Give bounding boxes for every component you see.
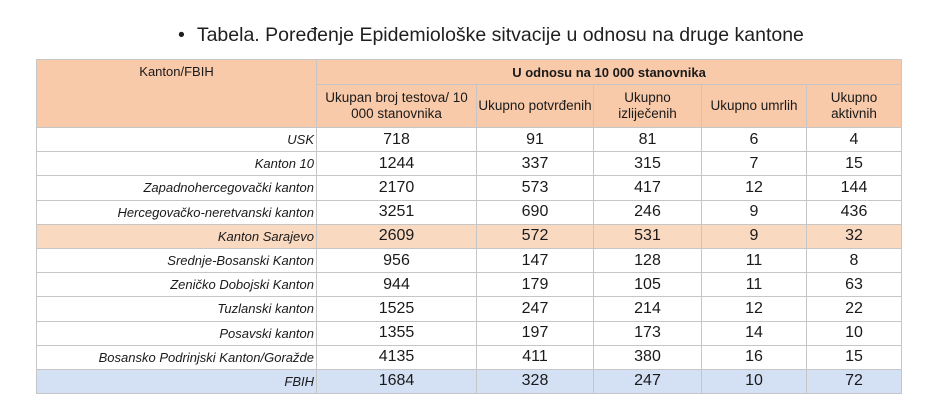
row-name: Posavski kanton	[36, 320, 317, 346]
row-name: Hercegovačko-neretvanski kanton	[36, 199, 317, 225]
row-name: Bosansko Podrinjski Kanton/Goražde	[36, 344, 317, 370]
cell-recovered: 214	[593, 296, 702, 322]
cell-tests: 2609	[316, 223, 477, 249]
cell-recovered: 315	[593, 151, 702, 177]
table-row: USK 718 91 81 6 4	[36, 126, 903, 153]
table-row: Posavski kanton 1355 197 173 14 10	[36, 320, 903, 346]
table-row-total: FBIH 1684 328 247 10 72	[36, 368, 903, 395]
cell-recovered: 417	[593, 175, 702, 201]
cell-tests: 1355	[316, 320, 477, 346]
cell-deaths: 7	[701, 151, 807, 177]
table-caption: • Tabela. Poređenje Epidemiološke sitvaci…	[178, 24, 804, 47]
table-row: Hercegovačko-neretvanski kanton 3251 690…	[36, 199, 903, 225]
cell-tests: 956	[316, 247, 477, 274]
table-row: Srednje-Bosanski Kanton 956 147 128 11 8	[36, 247, 903, 274]
cell-confirmed: 337	[476, 151, 594, 177]
caption-text: Tabela. Poređenje Epidemiološke sitvacij…	[196, 24, 804, 46]
column-header: Ukupno umrlih	[701, 84, 807, 128]
cell-active: 15	[805, 151, 903, 177]
cell-deaths: 14	[701, 320, 807, 346]
cell-recovered: 246	[593, 199, 702, 225]
bullet-mark: •	[178, 24, 185, 46]
cell-tests: 3251	[316, 199, 477, 225]
cell-active: 8	[805, 247, 903, 274]
table-row: Tuzlanski kanton 1525 247 214 12 22	[36, 296, 903, 322]
row-name: FBIH	[36, 368, 317, 395]
cell-tests: 2170	[316, 175, 477, 201]
cell-tests: 1525	[316, 296, 477, 322]
row-name: Kanton 10	[36, 151, 317, 177]
cell-confirmed: 411	[476, 344, 594, 370]
cell-recovered: 81	[593, 126, 702, 153]
cell-confirmed: 179	[476, 272, 594, 298]
cell-recovered: 531	[593, 223, 702, 249]
cell-active: 15	[805, 344, 903, 370]
row-name: Kanton Sarajevo	[36, 223, 317, 249]
row-name: Tuzlanski kanton	[36, 296, 317, 322]
corner-header: Kanton/FBIH	[36, 59, 317, 128]
column-header: Ukupno aktivnih	[805, 84, 903, 128]
cell-confirmed: 147	[476, 247, 594, 274]
row-name: Zeničko Dobojski Kanton	[36, 272, 317, 298]
row-name: Srednje-Bosanski Kanton	[36, 247, 317, 274]
cell-confirmed: 572	[476, 223, 594, 249]
cell-active: 72	[805, 368, 903, 395]
cell-deaths: 10	[701, 368, 807, 395]
table-row: Bosansko Podrinjski Kanton/Goražde 4135 …	[36, 344, 903, 370]
cell-deaths: 11	[701, 247, 807, 274]
cell-active: 22	[805, 296, 903, 322]
cell-active: 144	[805, 175, 903, 201]
column-header: Ukupno potvrđenih	[476, 84, 594, 128]
table-row: Kanton 10 1244 337 315 7 15	[36, 151, 903, 177]
cell-tests: 718	[316, 126, 477, 153]
group-header: U odnosu na 10 000 stanovnika	[315, 59, 903, 85]
cell-active: 4	[805, 126, 903, 153]
cell-deaths: 16	[701, 344, 807, 370]
column-header: Ukupan broj testova/ 10 000 stanovnika	[316, 84, 477, 128]
cell-confirmed: 328	[476, 368, 594, 395]
cell-recovered: 380	[593, 344, 702, 370]
comparison-table: Kanton/FBIH U odnosu na 10 000 stanovnik…	[36, 59, 903, 395]
cell-tests: 4135	[316, 344, 477, 370]
cell-tests: 1244	[316, 151, 477, 177]
cell-confirmed: 91	[476, 126, 594, 153]
table-row: Zeničko Dobojski Kanton 944 179 105 11 6…	[36, 272, 903, 298]
cell-deaths: 6	[701, 126, 807, 153]
cell-active: 32	[805, 223, 903, 249]
cell-active: 436	[805, 199, 903, 225]
cell-recovered: 173	[593, 320, 702, 346]
table-row: Zapadnohercegovački kanton 2170 573 417 …	[36, 175, 903, 201]
column-header: Ukupno izliječenih	[593, 84, 702, 128]
cell-recovered: 105	[593, 272, 702, 298]
row-name: USK	[36, 126, 317, 153]
cell-confirmed: 573	[476, 175, 594, 201]
cell-deaths: 9	[701, 199, 807, 225]
cell-confirmed: 197	[476, 320, 594, 346]
cell-deaths: 9	[701, 223, 807, 249]
cell-active: 10	[805, 320, 903, 346]
cell-deaths: 11	[701, 272, 807, 298]
cell-active: 63	[805, 272, 903, 298]
cell-confirmed: 247	[476, 296, 594, 322]
cell-confirmed: 690	[476, 199, 594, 225]
cell-deaths: 12	[701, 175, 807, 201]
cell-tests: 944	[316, 272, 477, 298]
cell-deaths: 12	[701, 296, 807, 322]
cell-recovered: 247	[593, 368, 702, 395]
row-name: Zapadnohercegovački kanton	[36, 175, 317, 201]
cell-tests: 1684	[316, 368, 477, 395]
table-row-highlighted: Kanton Sarajevo 2609 572 531 9 32	[36, 223, 903, 249]
cell-recovered: 128	[593, 247, 702, 274]
